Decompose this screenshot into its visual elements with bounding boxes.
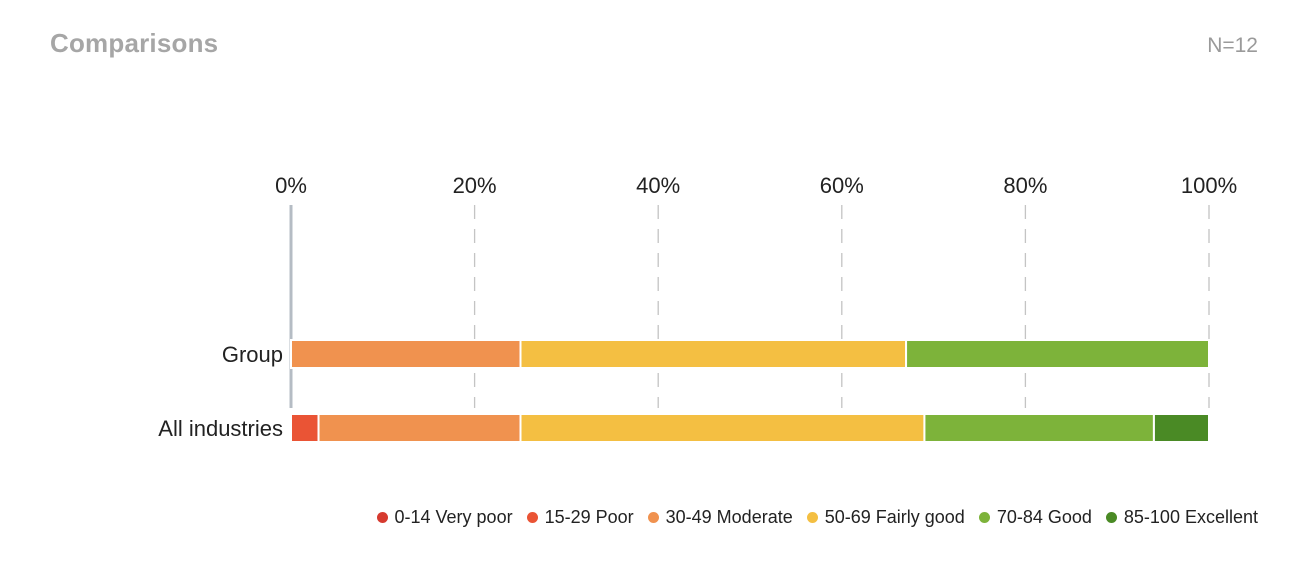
- bar-segment: [905, 339, 1210, 369]
- legend-item: 50-69 Fairly good: [806, 507, 965, 528]
- legend-item: 0-14 Very poor: [376, 507, 513, 528]
- bar-segment: [317, 413, 522, 443]
- legend-label: 0-14 Very poor: [394, 507, 513, 527]
- x-tick-label: 0%: [275, 173, 307, 198]
- legend-item: 85-100 Excellent: [1105, 507, 1258, 528]
- legend-swatch: [647, 512, 659, 523]
- bar-segment: [1152, 413, 1211, 443]
- x-tick-label: 40%: [636, 173, 680, 198]
- legend-swatch: [978, 512, 990, 523]
- legend-item: 15-29 Poor: [526, 507, 634, 528]
- stacked-bar-chart: 0% 20% 40% 60% 80% 100% Group All industries: [158, 173, 1237, 443]
- x-tick-label: 100%: [1181, 173, 1237, 198]
- legend-item: 30-49 Moderate: [647, 507, 793, 528]
- legend-label: 50-69 Fairly good: [824, 507, 965, 527]
- legend-label: 15-29 Poor: [544, 507, 634, 527]
- legend-swatch: [526, 512, 538, 523]
- legend-swatch: [1105, 512, 1117, 523]
- bar-segment: [519, 339, 908, 369]
- bar-segment: [923, 413, 1155, 443]
- x-tick-label: 60%: [820, 173, 864, 198]
- bar-segment: [290, 413, 320, 443]
- category-label: Group: [222, 342, 283, 367]
- sample-size-label: N=12: [1207, 34, 1258, 57]
- legend-swatch: [376, 512, 388, 523]
- bar-segment: [290, 339, 522, 369]
- chart-legend: 0-14 Very poor 15-29 Poor 30-49 Moderate 50…: [376, 507, 1258, 528]
- legend-item: 70-84 Good: [978, 507, 1092, 528]
- x-tick-label: 80%: [1003, 173, 1047, 198]
- legend-swatch: [806, 512, 818, 523]
- x-tick-label: 20%: [453, 173, 497, 198]
- chart-title: Comparisons: [50, 28, 219, 58]
- bar-segment: [519, 413, 926, 443]
- legend-label: 70-84 Good: [996, 507, 1092, 527]
- legend-label: 85-100 Excellent: [1123, 507, 1258, 527]
- legend-label: 30-49 Moderate: [665, 507, 793, 527]
- category-label: All industries: [158, 416, 283, 441]
